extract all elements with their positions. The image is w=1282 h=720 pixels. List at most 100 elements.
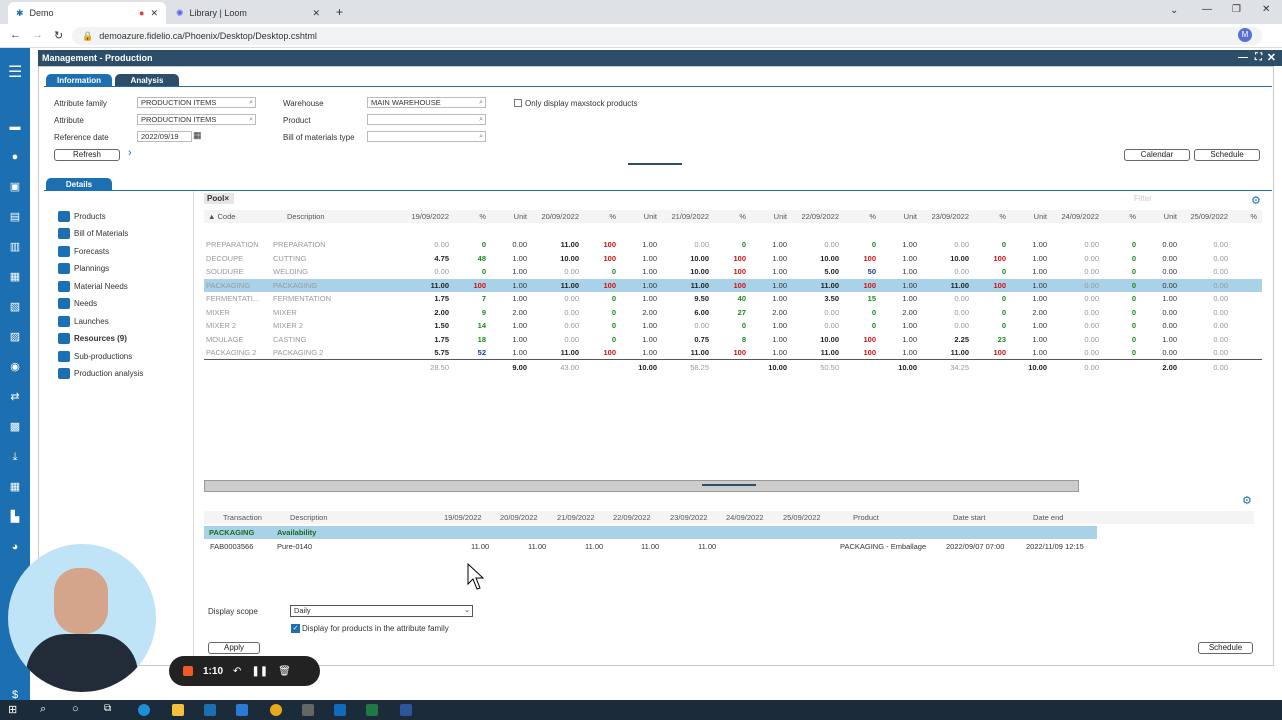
edge-icon[interactable] — [138, 704, 150, 716]
mail-icon[interactable] — [236, 704, 248, 716]
chrome-icon[interactable] — [270, 704, 282, 716]
pool-tab[interactable]: Pool× — [204, 193, 234, 204]
search-icon[interactable]: ⌕ — [479, 133, 483, 140]
horizontal-scrollbar[interactable] — [204, 480, 1079, 492]
nav-products[interactable]: Products — [58, 211, 106, 222]
stop-recording-button[interactable] — [183, 666, 193, 676]
grid-icon[interactable]: ▦ — [9, 481, 21, 493]
outlook-icon[interactable] — [334, 704, 346, 716]
close-icon[interactable]: × — [224, 194, 230, 203]
display-scope-select[interactable]: Daily ⌄ — [290, 605, 473, 617]
task-view-icon[interactable]: ⧉ — [104, 703, 112, 714]
calendar-icon[interactable]: ▦ — [193, 130, 202, 140]
menu-icon[interactable]: ☰ — [8, 64, 23, 81]
nav-plannings[interactable]: Plannings — [58, 263, 109, 274]
tab-information[interactable]: Information — [46, 74, 112, 87]
search-icon[interactable]: ⌕ — [479, 99, 483, 106]
schedule-button[interactable]: Schedule — [1194, 149, 1260, 161]
profile-avatar[interactable]: M — [1238, 28, 1252, 42]
undo-icon[interactable]: ↶ — [233, 665, 242, 677]
grid-totals-row[interactable]: 28.50 9.00 43.00 10.00 58.25 10.00 50.50 10.00 3… — [204, 361, 1262, 374]
calendar-button[interactable]: Calendar — [1124, 149, 1190, 161]
forward-icon[interactable]: → — [32, 29, 43, 41]
transfer-icon[interactable]: ⇄ — [10, 391, 20, 403]
minimize-icon[interactable]: — — [1238, 52, 1248, 63]
factory-icon[interactable]: ▩ — [9, 421, 21, 433]
nav-material-needs[interactable]: Material Needs — [58, 281, 128, 292]
new-tab-icon[interactable]: + — [336, 5, 344, 19]
product-field[interactable]: ⌕ — [367, 114, 486, 125]
chart-icon[interactable]: ▙ — [10, 511, 20, 523]
pause-icon[interactable]: ❚❚ — [251, 665, 269, 677]
nav-sub-productions[interactable]: Sub-productions — [58, 351, 132, 362]
shop-icon[interactable]: ▦ — [9, 271, 21, 283]
cart-icon[interactable]: ▣ — [9, 181, 21, 193]
maxstock-checkbox[interactable] — [514, 99, 522, 107]
table-row[interactable]: SOUDURE WELDING 0.00 0 1.00 0.00 0 1.00 10.00 100… — [204, 265, 1262, 278]
browser-tab-loom[interactable]: ✺ Library | Loom ✕ — [168, 2, 328, 24]
close-window-icon[interactable]: ✕ — [1262, 4, 1271, 15]
bom-type-field[interactable]: ⌕ — [367, 131, 486, 142]
table-row[interactable]: PACKAGING PACKAGING 11.00 100 1.00 11.00 100 1.… — [204, 278, 1262, 292]
close-tab-icon[interactable]: ✕ — [312, 7, 320, 18]
chevron-right-icon[interactable]: › — [128, 147, 132, 159]
table-row[interactable]: MIXER MIXER 2.00 9 2.00 0.00 0 2.00 6.00 27 2.00 0.… — [204, 306, 1262, 319]
chat-icon[interactable]: ◉ — [10, 361, 20, 373]
close-tab-icon[interactable]: ✕ — [150, 7, 158, 18]
cortana-icon[interactable]: ○ — [72, 703, 79, 715]
warehouse-field[interactable]: MAIN WAREHOUSE ⌕ — [367, 97, 486, 108]
table-row[interactable]: PREPARATION PREPARATION 0.00 0 0.00 11.00 100 1… — [204, 238, 1262, 251]
grid-header-row[interactable]: ▲ Code Description 19/09/2022% Unit 20/09/20… — [204, 210, 1262, 223]
file-explorer-icon[interactable] — [172, 704, 184, 716]
address-bar[interactable]: 🔒 demoazure.fidelio.ca/Phoenix/Desktop/D… — [72, 27, 1262, 45]
display-products-checkbox[interactable]: ✓ — [291, 624, 300, 633]
attribute-field[interactable]: PRODUCTION ITEMS ⌕ — [137, 114, 256, 125]
chevron-down-icon[interactable]: ⌄ — [1170, 5, 1179, 16]
id-card-icon[interactable]: ▤ — [9, 211, 21, 223]
nav-resources[interactable]: Resources (9) — [58, 333, 127, 344]
table-row[interactable]: FERMENTATI... FERMENTATION 1.75 7 1.00 0.00 0 1… — [204, 292, 1262, 305]
truck-icon[interactable]: ▬ — [9, 121, 21, 133]
dollar-icon[interactable]: $ — [11, 689, 19, 701]
windows-start-icon[interactable]: ⊞ — [8, 704, 18, 716]
table-row[interactable]: MOULAGE CASTING 1.75 18 1.00 0.00 0 1.00 0.75 8 1.… — [204, 333, 1262, 346]
attribute-family-field[interactable]: PRODUCTION ITEMS ⌕ — [137, 97, 256, 108]
apply-button[interactable]: Apply — [208, 642, 260, 654]
tab-details[interactable]: Details — [46, 178, 112, 191]
table-row[interactable]: DECOUPE CUTTING 4.75 48 1.00 10.00 100 1.00 10.0… — [204, 252, 1262, 265]
table-row[interactable]: MIXER 2 MIXER 2 1.50 14 1.00 0.00 0 1.00 0.00 0 1.… — [204, 319, 1262, 332]
nav-bill-of-materials[interactable]: Bill of Materials — [58, 228, 128, 239]
transaction-id[interactable]: FAB0003566 — [210, 542, 254, 551]
back-icon[interactable]: ← — [10, 29, 21, 41]
tab-analysis[interactable]: Analysis — [115, 74, 179, 87]
search-icon[interactable]: ⌕ — [40, 703, 47, 715]
browser-tab-demo[interactable]: ✱ Demo ● ✕ — [8, 2, 166, 24]
nav-needs[interactable]: Needs — [58, 298, 97, 309]
app-icon[interactable] — [302, 704, 314, 716]
settings-gear-icon[interactable]: ⚙ — [1242, 495, 1252, 507]
maximize-icon[interactable]: ⛶ — [1255, 52, 1262, 63]
store-icon[interactable] — [204, 704, 216, 716]
reload-icon[interactable]: ↻ — [54, 30, 64, 42]
restore-window-icon[interactable]: ❐ — [1232, 4, 1241, 15]
settings-gear-icon[interactable]: ⚙ — [1251, 195, 1261, 207]
refresh-button[interactable]: Refresh — [54, 149, 120, 161]
splitter-handle[interactable] — [628, 163, 682, 165]
search-icon[interactable]: ⌕ — [249, 116, 253, 123]
table-row[interactable]: PACKAGING 2 PACKAGING 2 5.75 52 1.00 11.00 100… — [204, 346, 1262, 359]
reference-date-field[interactable]: 2022/09/19 — [137, 131, 192, 142]
nav-production-analysis[interactable]: Production analysis — [58, 368, 143, 379]
download-icon[interactable]: ⤓ — [12, 451, 18, 463]
building-icon[interactable]: ▨ — [9, 331, 21, 343]
trash-icon[interactable]: 🗑 — [278, 665, 291, 677]
word-icon[interactable] — [400, 704, 412, 716]
schedule-bottom-button[interactable]: Schedule — [1198, 642, 1253, 654]
group-row[interactable] — [204, 526, 1097, 539]
search-icon[interactable]: ⌕ — [249, 99, 253, 106]
filter-input[interactable]: Filter — [1134, 194, 1152, 203]
comment-icon[interactable]: ◕ — [11, 541, 19, 553]
document-icon[interactable]: ▥ — [9, 241, 21, 253]
excel-icon[interactable] — [366, 704, 378, 716]
nav-forecasts[interactable]: Forecasts — [58, 246, 109, 257]
search-icon[interactable]: ⌕ — [479, 116, 483, 123]
